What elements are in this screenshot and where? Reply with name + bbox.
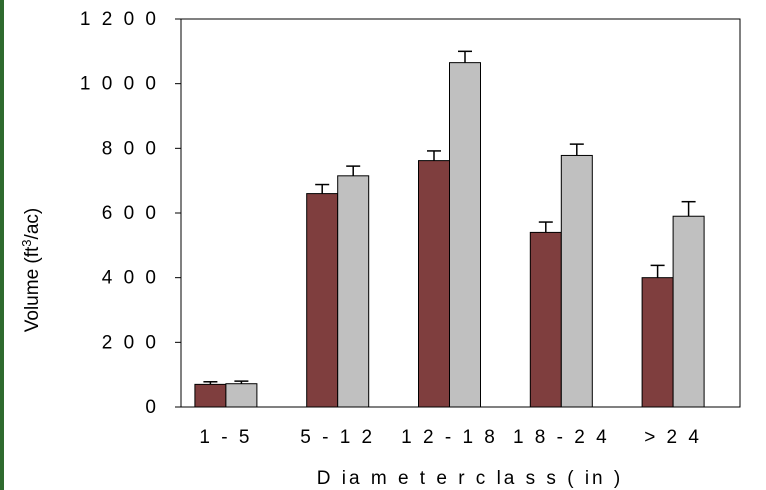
y-tick-label: 1 0 0 0 [80, 74, 159, 95]
x-axis-ticks: 1 - 5 5 - 1 2 1 2 - 1 8 1 8 - 2 4 > 2 4 [199, 427, 702, 448]
x-tick-label: 1 - 5 [199, 427, 252, 448]
bar [194, 383, 227, 408]
y-tick-label: 6 0 0 [102, 203, 159, 224]
bar [306, 193, 339, 408]
y-tick-label: 1 2 0 0 [80, 9, 159, 30]
x-tick-label: > 2 4 [644, 427, 702, 448]
x-axis-title: D ia m e t e r c la s s ( in ) [317, 468, 623, 489]
bar [225, 383, 258, 408]
y-tick-label: 2 0 0 [102, 332, 159, 353]
bar [529, 231, 562, 408]
y-axis-title: Volume (ft3/ac) [19, 208, 44, 332]
y-axis-title-end: /ac) [22, 208, 43, 240]
chart-bars [194, 50, 705, 408]
y-axis-title-superscript: 3 [19, 239, 34, 246]
y-axis-ticks: 0 2 0 0 4 0 0 6 0 0 8 0 0 1 0 0 0 1 2 0 0 [80, 9, 181, 418]
x-tick-label: 1 8 - 2 4 [513, 427, 610, 448]
y-tick-label: 0 [145, 397, 159, 418]
y-tick-label: 4 0 0 [102, 268, 159, 289]
y-axis-title-main: Volume (ft [22, 246, 43, 332]
x-tick-label: 5 - 1 2 [300, 427, 375, 448]
bar [449, 62, 481, 408]
left-edge-stripe [0, 0, 4, 490]
bar [641, 277, 674, 408]
bar [337, 175, 370, 408]
y-tick-label: 8 0 0 [102, 138, 159, 159]
bar [418, 160, 450, 408]
bar [672, 215, 705, 408]
bar [560, 154, 593, 408]
x-tick-label: 1 2 - 1 8 [401, 427, 498, 448]
